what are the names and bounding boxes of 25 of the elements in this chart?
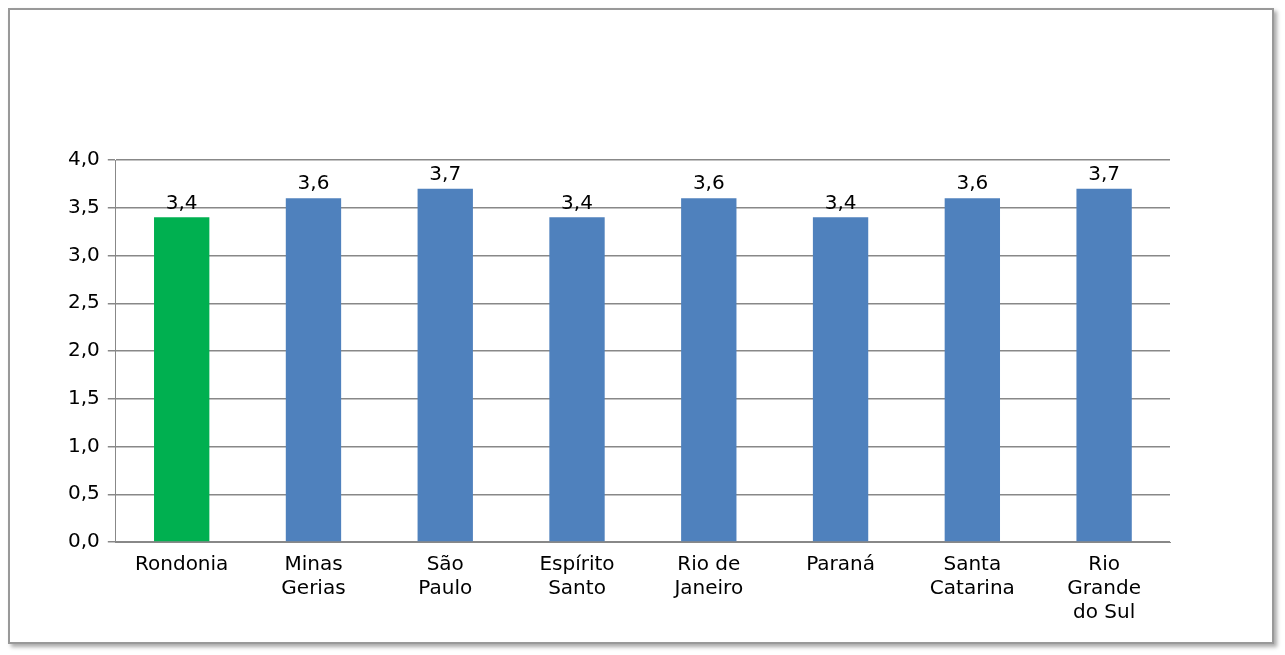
y-tick-label: 4,0 bbox=[67, 146, 100, 171]
y-tick-label: 1,5 bbox=[67, 384, 100, 409]
data-label: 3,4 bbox=[561, 189, 593, 214]
data-label: 3,4 bbox=[165, 189, 198, 214]
y-tick-label: 3,0 bbox=[67, 241, 100, 266]
y-tick-label: 0,0 bbox=[67, 528, 100, 553]
data-label: 3,7 bbox=[1088, 160, 1121, 185]
y-tick-label: 1,0 bbox=[67, 432, 100, 457]
x-tick-label: Rio de Janeiro bbox=[672, 551, 744, 600]
x-tick-label: Rondonia bbox=[135, 551, 229, 576]
x-tick-label: Paraná bbox=[806, 551, 875, 576]
y-tick-label: 3,5 bbox=[67, 193, 100, 218]
data-label: 3,6 bbox=[297, 170, 330, 195]
data-label: 3,6 bbox=[692, 170, 725, 195]
x-tick-label: Santa Catarina bbox=[929, 551, 1015, 600]
y-tick-label: 2,0 bbox=[67, 337, 100, 362]
y-tick-label: 2,5 bbox=[67, 289, 100, 314]
x-tick-label: São Paulo bbox=[418, 551, 473, 600]
data-label: 3,6 bbox=[956, 170, 989, 195]
y-tick-label: 0,5 bbox=[67, 480, 100, 505]
data-label: 3,7 bbox=[429, 160, 462, 185]
x-tick-label: Rio Grande do Sul bbox=[1067, 551, 1141, 624]
x-tick-label: Minas Gerias bbox=[281, 551, 346, 600]
data-label: 3,4 bbox=[824, 189, 857, 214]
x-tick-label: Espírito Santo bbox=[539, 551, 615, 600]
